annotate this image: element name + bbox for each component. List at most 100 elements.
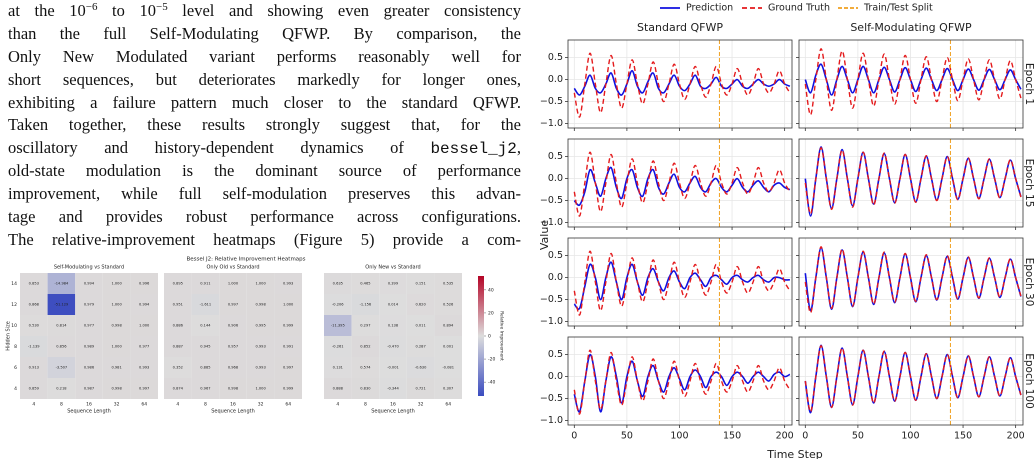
- panel-frame: [567, 39, 793, 129]
- cell-label: 0.996: [139, 282, 150, 286]
- cell-label: -0.081: [442, 366, 454, 370]
- colorbar-tick-label: 0: [488, 334, 491, 340]
- x-tick-label: 200: [1007, 431, 1025, 442]
- cell-label: 0.014: [388, 303, 399, 307]
- heatmap-cell: [434, 357, 462, 378]
- panel-frame: [798, 237, 1024, 327]
- x-tick-label: 16: [230, 402, 236, 408]
- cell-label: 0.888: [333, 387, 344, 391]
- cell-label: 0.998: [111, 324, 122, 328]
- cell-label: 0.635: [333, 282, 343, 286]
- cell-label: 0.868: [29, 303, 40, 307]
- heatmap-cell: [130, 294, 158, 315]
- x-tick-label: 4: [336, 402, 339, 408]
- x-tick-label: 200: [776, 431, 794, 442]
- cell-label: 0.997: [139, 387, 149, 391]
- y-tick-label: 10: [11, 323, 17, 329]
- series-line: [804, 246, 1022, 314]
- y-tick-label: −1.0: [540, 118, 563, 129]
- cell-label: 0.885: [200, 366, 210, 370]
- cell-label: -51.129: [54, 303, 69, 307]
- cell-label: 1.000: [255, 282, 266, 286]
- heatmap-cell: [130, 357, 158, 378]
- colorbar-tick-label: -20: [488, 357, 495, 363]
- heatmap-cell: [274, 357, 302, 378]
- cell-label: 0.994: [84, 282, 95, 286]
- heatmap-cell: [246, 378, 275, 399]
- cell-label: -0.206: [332, 303, 344, 307]
- series-line: [804, 146, 1022, 217]
- heatmap-cell: [406, 357, 435, 378]
- cell-label: 0.989: [84, 345, 95, 349]
- heatmap-cell: [20, 378, 48, 399]
- panel-title: Self-Modulating vs Standard: [54, 265, 124, 271]
- legend-label: Prediction: [686, 3, 733, 14]
- cell-label: 0.998: [111, 387, 122, 391]
- series-line: [573, 353, 791, 413]
- cell-label: 0.399: [388, 282, 399, 286]
- line-panel: −1.0 −0.5 0.0 0.5: [540, 138, 793, 230]
- series-line: [573, 261, 790, 310]
- text-line: Only New Modulated variant performs reas…: [8, 46, 521, 66]
- text-line: old-state modulation is the dominant sou…: [8, 161, 521, 181]
- heatmap-cell: [324, 315, 352, 336]
- cell-label: 0.979: [84, 303, 95, 307]
- heatmap-cell: [351, 336, 380, 357]
- x-tick-label: 8: [364, 402, 367, 408]
- x-tick-label: 50: [621, 431, 633, 442]
- cell-label: 0.011: [415, 324, 425, 328]
- heatmap-cell: [219, 315, 247, 336]
- cell-label: 0.993: [255, 366, 265, 370]
- cell-label: 1.000: [255, 387, 266, 391]
- heatmap-cell: [351, 294, 380, 315]
- y-tick-label: −0.5: [540, 96, 563, 107]
- heatmap-cell: [191, 357, 220, 378]
- heatmap-cell: [75, 378, 103, 399]
- y-tick-label: 14: [11, 281, 17, 287]
- cell-label: -1.611: [200, 303, 212, 307]
- cell-label: 0.352: [173, 366, 183, 370]
- line-panel: [796, 138, 1024, 230]
- cell-label: -0.261: [332, 345, 344, 349]
- x-tick-label: 32: [114, 402, 120, 408]
- x-tick-label: 100: [901, 431, 919, 442]
- x-tick-label: 64: [141, 402, 147, 408]
- heatmap-cell: [75, 273, 103, 294]
- y-tick-label: 0.5: [548, 349, 563, 360]
- text-line: improvement, while full self-modulation …: [8, 184, 521, 204]
- y-tick-label: 0.5: [548, 250, 563, 261]
- x-tick-label: 8: [60, 402, 63, 408]
- text-line: than the full Self-Modulating QFWP. By c…: [8, 23, 521, 43]
- x-tick-label: 32: [418, 402, 424, 408]
- heatmap-cell: [379, 378, 407, 399]
- y-tick-label: −1.0: [540, 316, 563, 327]
- cell-label: 0.297: [360, 324, 370, 328]
- heatmap-cell: [130, 315, 158, 336]
- panel-title: Only New vs Standard: [365, 265, 420, 271]
- heatmap-cell: [246, 315, 275, 336]
- cell-label: 0.997: [228, 303, 238, 307]
- heatmap-cell: [130, 378, 158, 399]
- y-tick-label: 0.0: [548, 173, 563, 184]
- heatmap-cell: [102, 294, 131, 315]
- series-line: [573, 52, 791, 118]
- series-line: [573, 349, 791, 415]
- cell-label: -0.344: [387, 387, 399, 391]
- cell-label: 0.997: [283, 366, 293, 370]
- y-tick-label: 0.0: [548, 272, 563, 283]
- heatmap-cell: [324, 378, 352, 399]
- y-tick-label: 0.0: [548, 74, 563, 85]
- text: level and showing even greater consisten…: [167, 1, 521, 20]
- line-panel: −1.0 −0.5 0.0 0.5 0 50 100 150 200: [540, 336, 794, 442]
- heatmap-cell: [130, 273, 158, 294]
- panel-frame: [798, 336, 1024, 426]
- cell-label: -1.156: [360, 303, 372, 307]
- cell-label: 0.287: [415, 345, 425, 349]
- cell-label: 0.721: [415, 387, 425, 391]
- x-tick-label: 150: [954, 431, 972, 442]
- heatmap-cell: [406, 336, 435, 357]
- x-tick-label: 150: [723, 431, 741, 442]
- cell-label: 0.911: [200, 282, 210, 286]
- x-tick-label: 16: [390, 402, 396, 408]
- panel-frame: [567, 336, 793, 426]
